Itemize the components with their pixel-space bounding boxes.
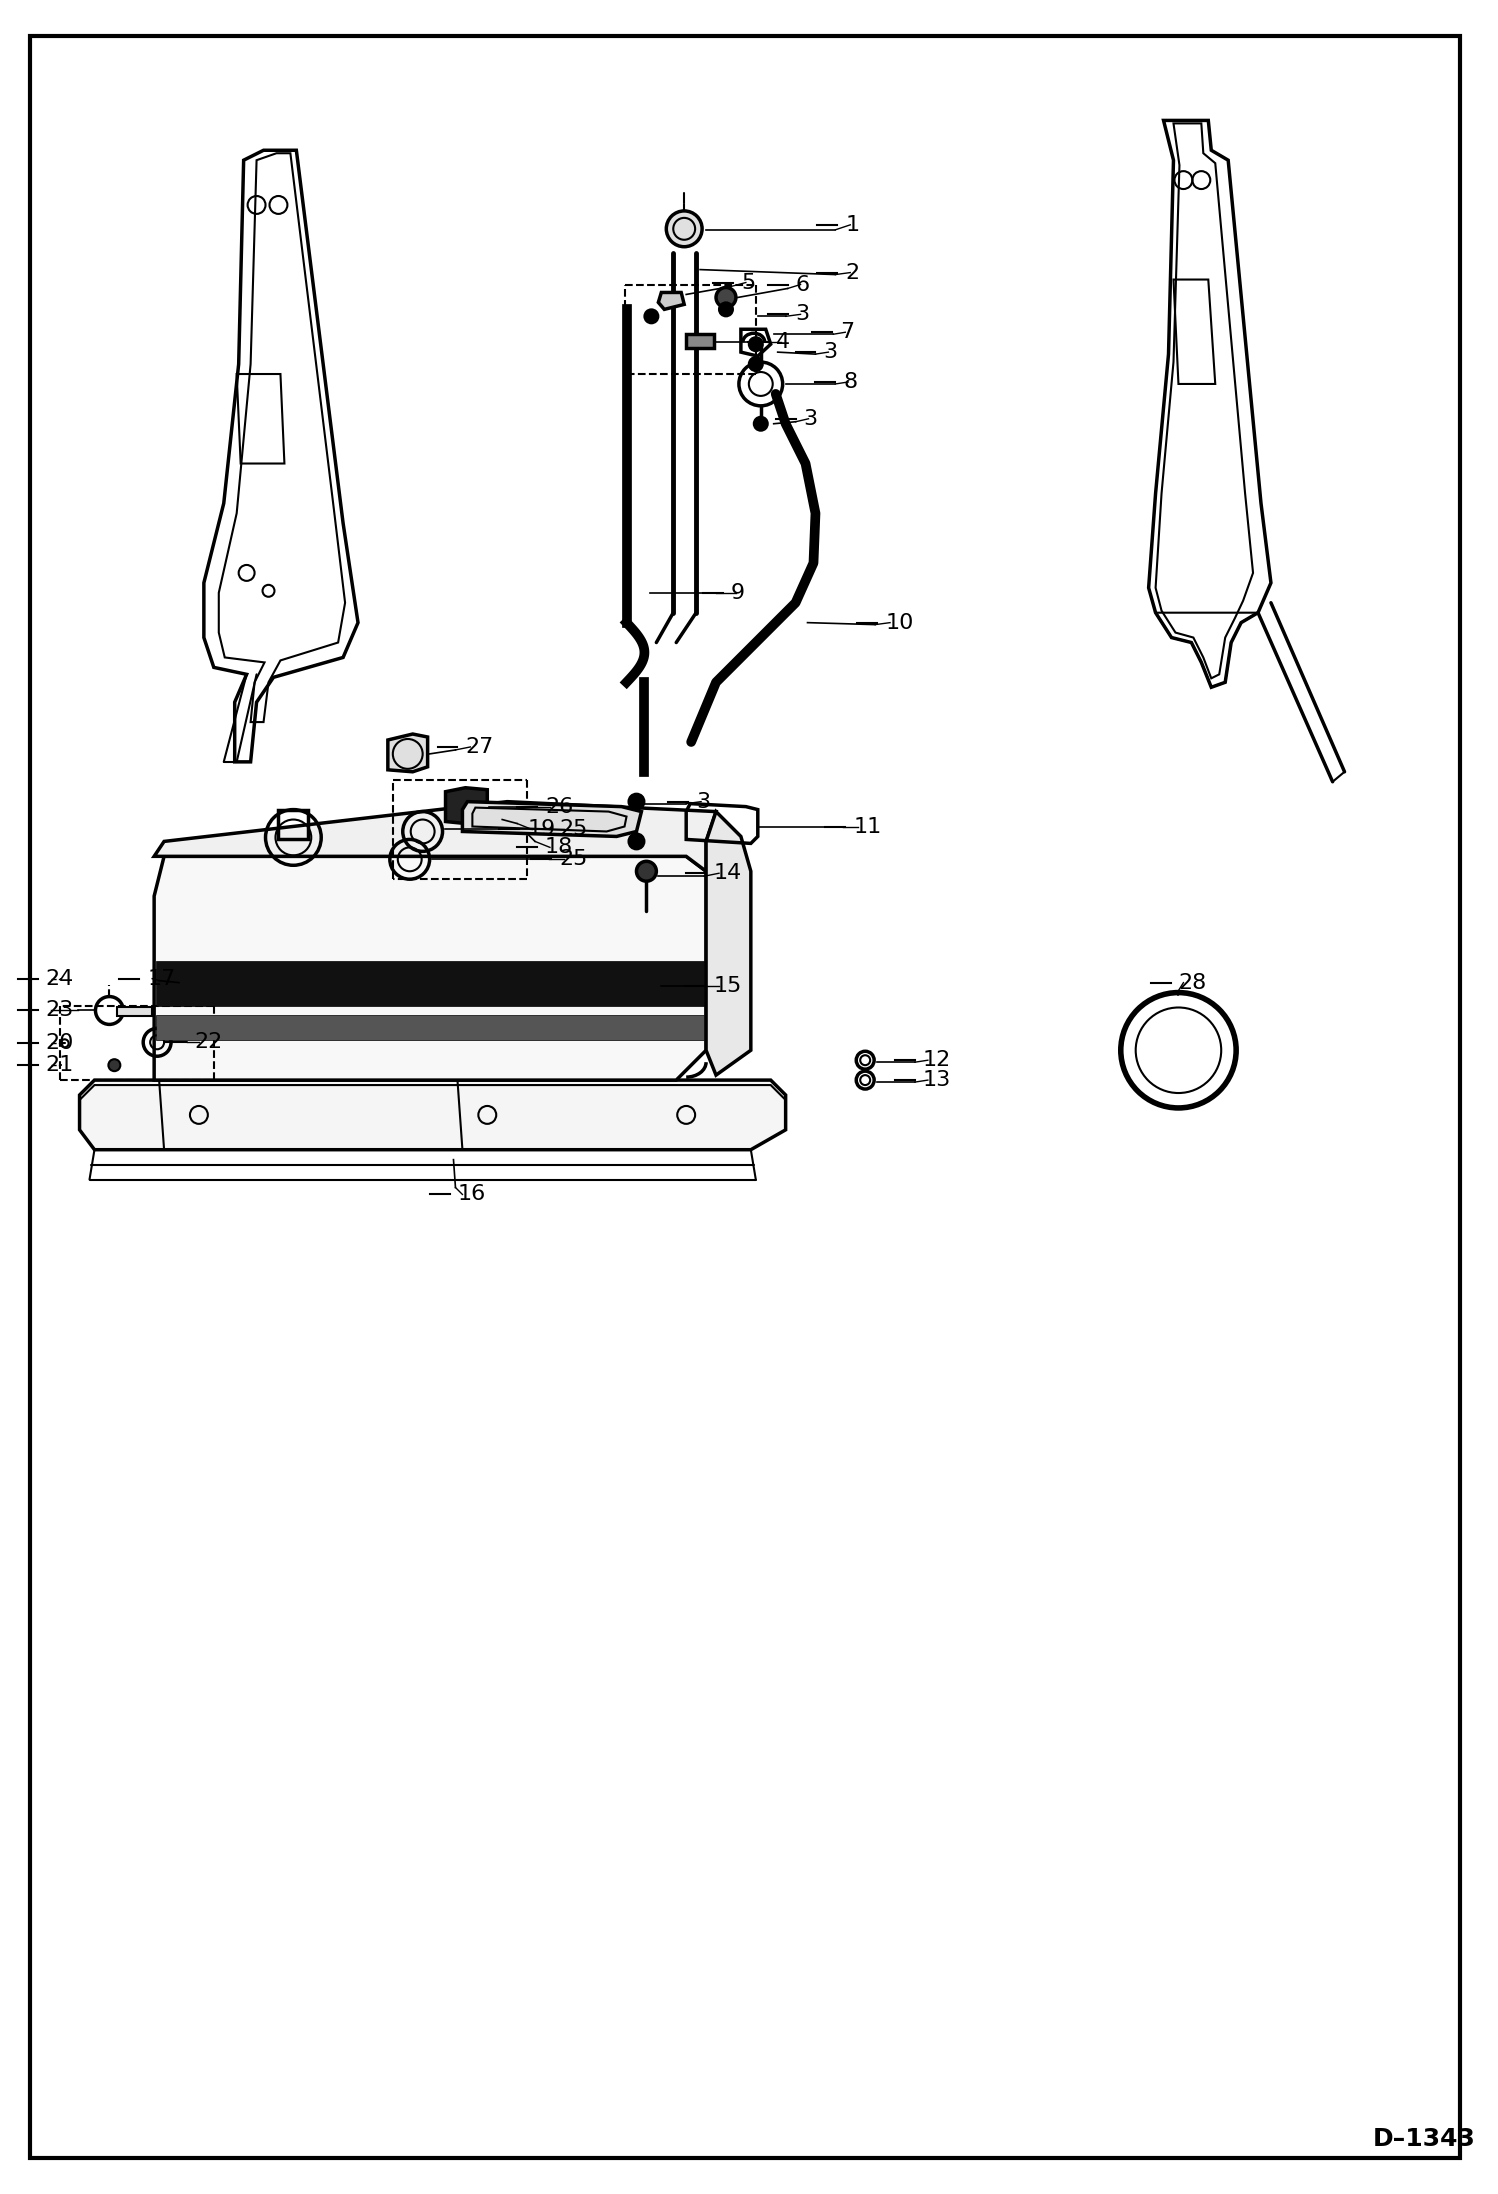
Text: 4: 4 xyxy=(776,331,789,353)
Text: 3: 3 xyxy=(795,305,810,325)
Text: 6: 6 xyxy=(795,274,810,294)
Text: 25: 25 xyxy=(559,849,587,869)
Text: 20: 20 xyxy=(46,1033,73,1053)
Text: 13: 13 xyxy=(923,1071,951,1090)
Text: 23: 23 xyxy=(46,1000,73,1020)
Text: 3: 3 xyxy=(824,342,837,362)
Text: 14: 14 xyxy=(715,862,743,884)
Text: 3: 3 xyxy=(803,408,818,428)
Bar xyxy=(686,333,715,349)
Circle shape xyxy=(644,309,658,323)
Text: D–1343: D–1343 xyxy=(1372,2128,1476,2150)
Text: 24: 24 xyxy=(46,970,73,989)
Circle shape xyxy=(629,834,644,849)
Text: 8: 8 xyxy=(843,373,857,393)
Text: 19: 19 xyxy=(527,821,556,840)
Circle shape xyxy=(719,303,733,316)
Polygon shape xyxy=(154,856,706,1079)
Text: 17: 17 xyxy=(147,970,175,989)
Text: 28: 28 xyxy=(1179,972,1207,992)
Text: 26: 26 xyxy=(545,796,574,816)
Circle shape xyxy=(667,211,703,246)
Polygon shape xyxy=(445,788,487,823)
Circle shape xyxy=(749,338,762,351)
Text: 16: 16 xyxy=(457,1185,485,1205)
Polygon shape xyxy=(154,801,716,871)
Text: 1: 1 xyxy=(845,215,860,235)
Text: 2: 2 xyxy=(845,263,860,283)
Circle shape xyxy=(108,1060,120,1071)
Text: 12: 12 xyxy=(923,1051,951,1071)
Polygon shape xyxy=(156,961,704,1005)
Circle shape xyxy=(629,794,644,810)
Polygon shape xyxy=(706,812,750,1075)
Text: 10: 10 xyxy=(885,612,914,632)
Bar xyxy=(279,810,309,840)
Bar xyxy=(117,1007,153,1016)
Circle shape xyxy=(716,287,736,307)
Polygon shape xyxy=(658,292,685,309)
Text: 22: 22 xyxy=(193,1033,222,1053)
Text: 11: 11 xyxy=(854,816,881,836)
Text: 7: 7 xyxy=(840,323,854,342)
Text: 21: 21 xyxy=(46,1055,73,1075)
Text: 18: 18 xyxy=(545,838,574,858)
Text: 15: 15 xyxy=(715,976,743,996)
Polygon shape xyxy=(388,735,427,772)
Text: 5: 5 xyxy=(742,272,755,292)
Polygon shape xyxy=(79,1079,785,1150)
Text: 3: 3 xyxy=(697,792,710,812)
Polygon shape xyxy=(463,801,641,836)
Text: 9: 9 xyxy=(731,584,745,603)
Text: 25: 25 xyxy=(559,821,587,840)
Text: 27: 27 xyxy=(466,737,494,757)
Circle shape xyxy=(637,862,656,882)
Circle shape xyxy=(753,417,768,430)
Polygon shape xyxy=(156,1016,704,1040)
Circle shape xyxy=(749,358,762,371)
